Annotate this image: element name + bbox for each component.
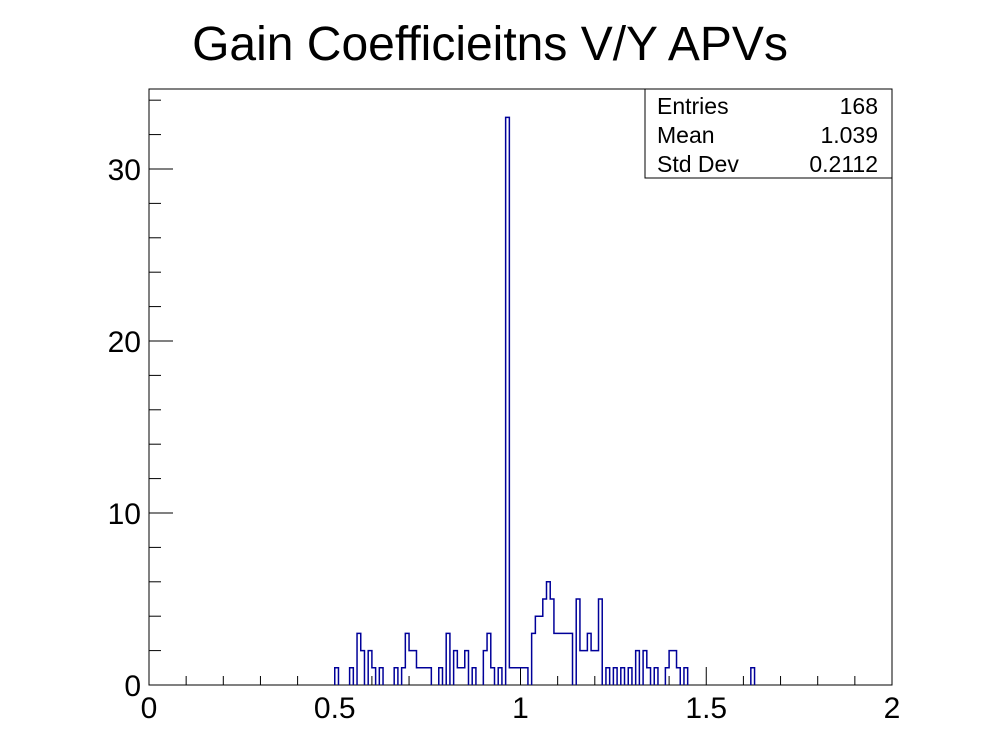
- stats-stddev-label: Std Dev: [657, 151, 739, 177]
- y-tick-label: 20: [108, 326, 141, 359]
- y-tick-label: 10: [108, 498, 141, 531]
- stats-box: Entries 168 Mean 1.039 Std Dev 0.2112: [644, 88, 893, 179]
- x-tick-label: 1.5: [685, 692, 727, 725]
- histogram-series-line: [334, 116, 756, 685]
- y-tick-label: 30: [108, 154, 141, 187]
- stats-mean-label: Mean: [657, 122, 715, 148]
- y-axis-tick-labels: 0 10 20 30: [108, 154, 141, 703]
- chart-title: Gain Coefficieitns V/Y APVs: [192, 18, 788, 71]
- y-tick-label: 0: [124, 670, 141, 703]
- x-tick-label: 0.5: [314, 692, 356, 725]
- stats-mean-value: 1.039: [820, 122, 878, 148]
- stats-entries-value: 168: [840, 93, 878, 119]
- x-tick-label: 2: [884, 692, 901, 725]
- x-axis-tick-labels: 0 0.5 1 1.5 2: [141, 692, 901, 725]
- stats-stddev-value: 0.2112: [809, 151, 878, 177]
- y-axis-ticks: [149, 99, 173, 686]
- x-tick-label: 1: [512, 692, 529, 725]
- x-tick-label: 0: [141, 692, 158, 725]
- x-axis-ticks: [148, 667, 893, 685]
- stats-entries-label: Entries: [657, 93, 729, 119]
